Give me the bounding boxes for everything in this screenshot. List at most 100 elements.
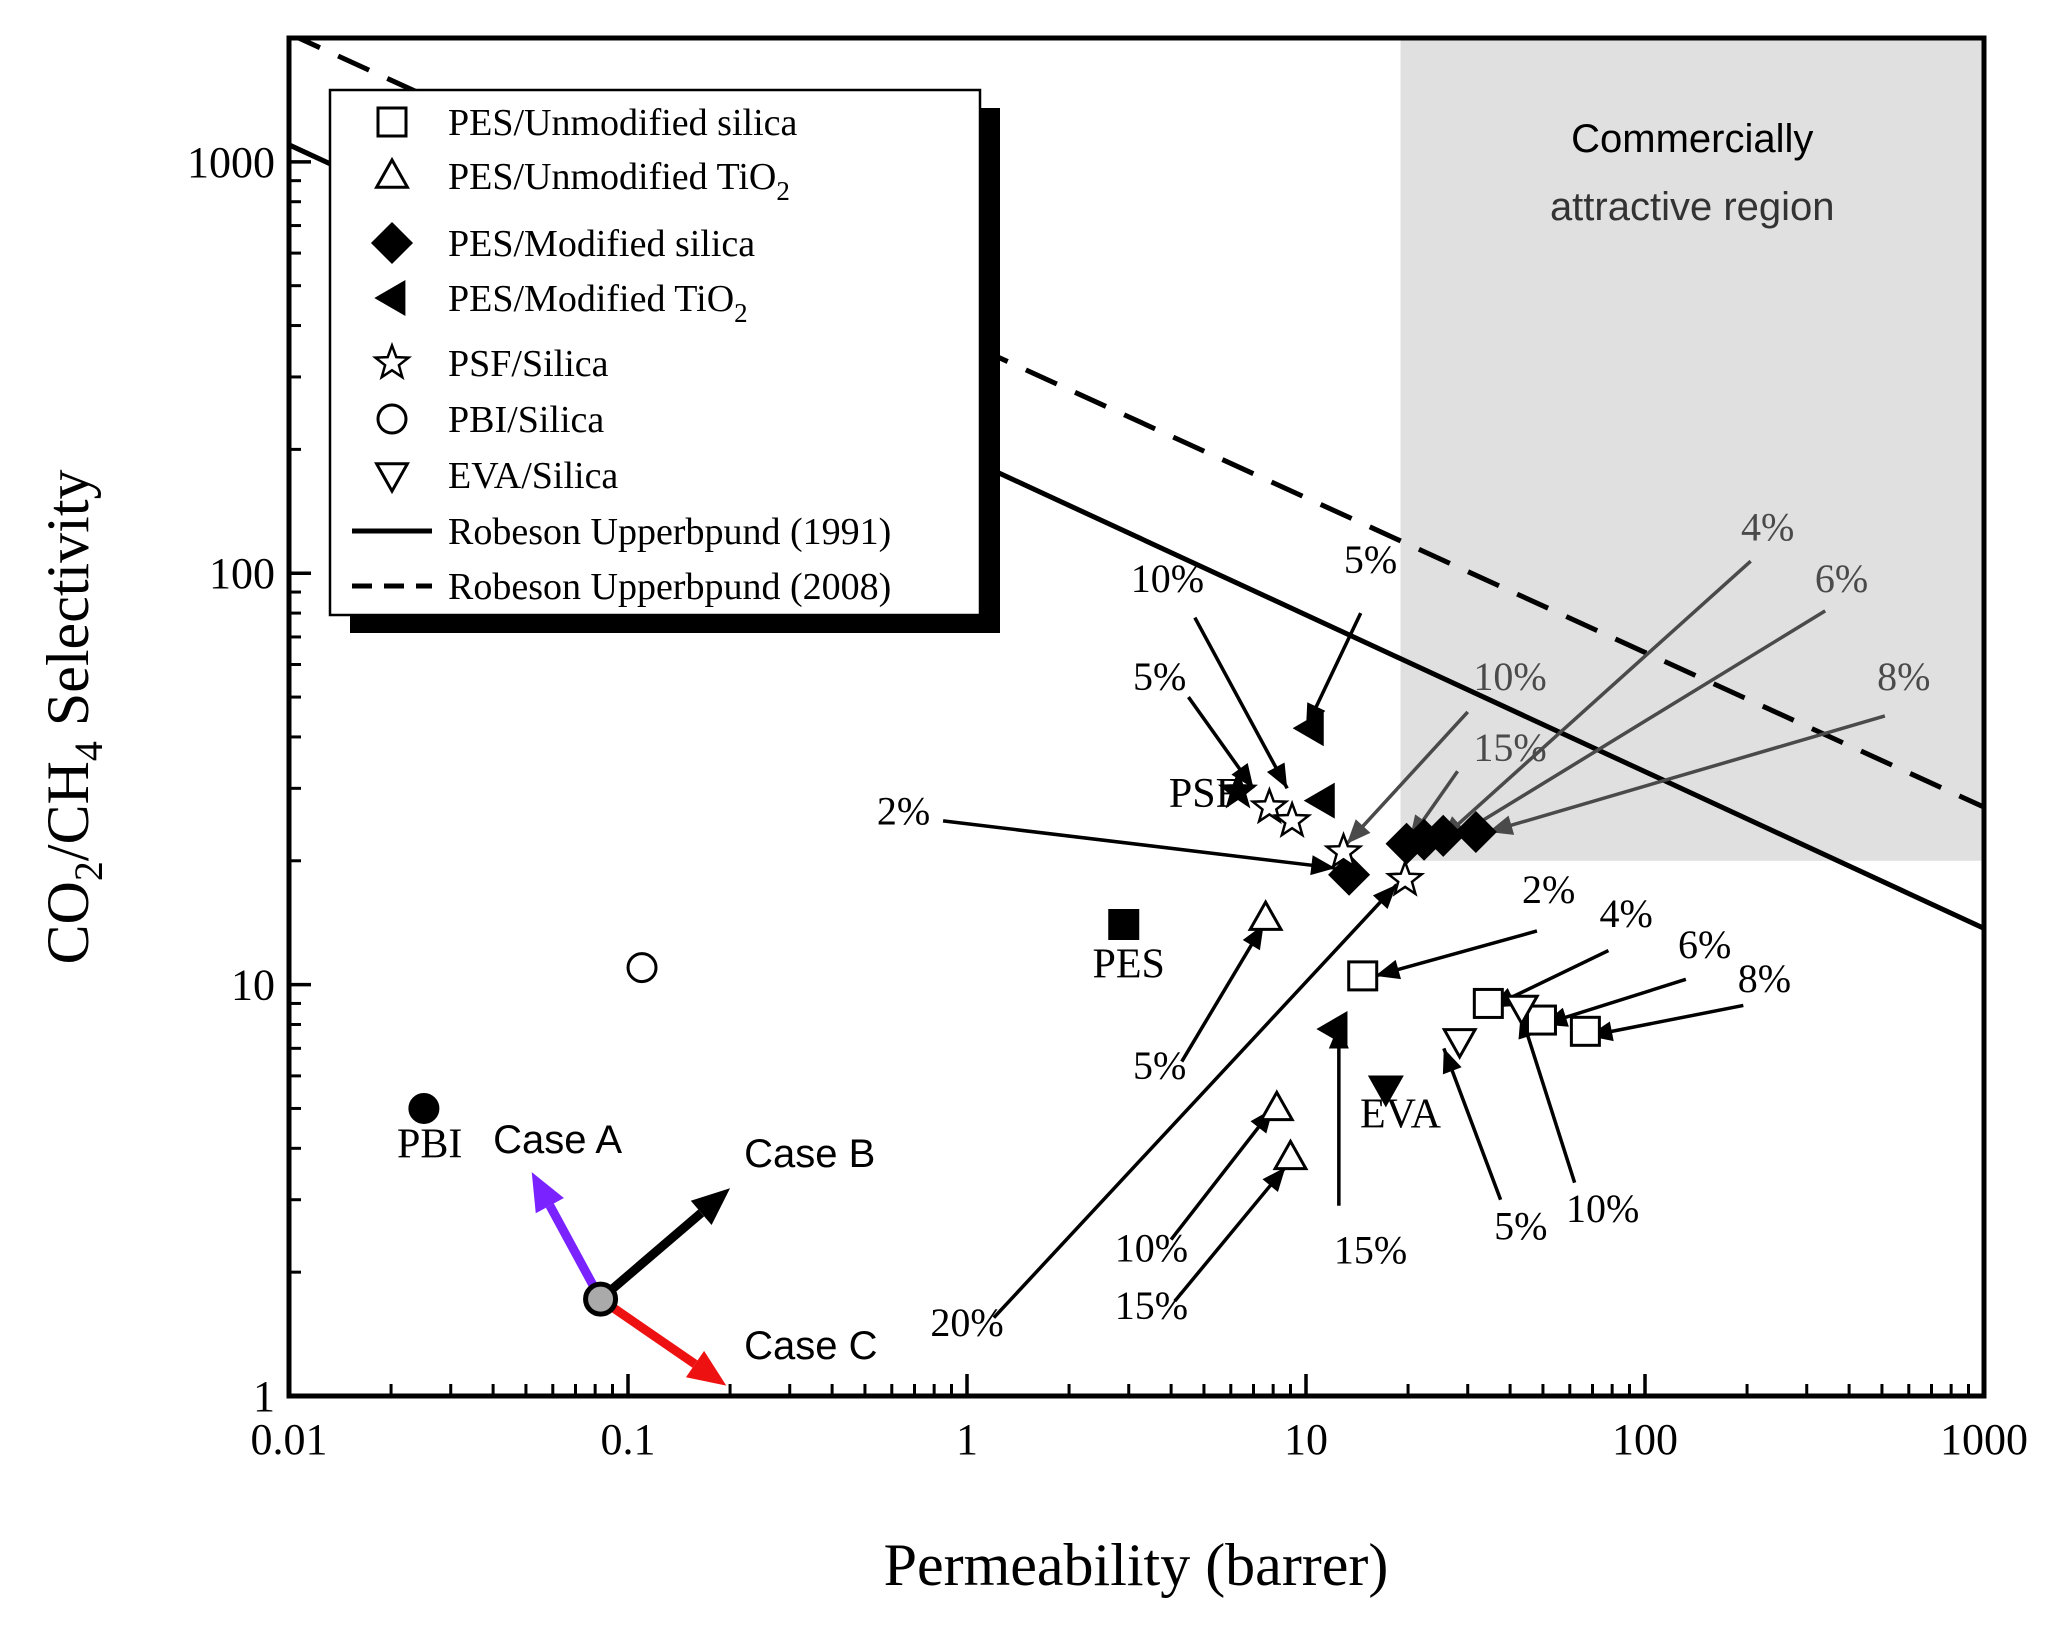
point-pes-modified-tio2-14 (1316, 1011, 1348, 1048)
x-tick-label: 10 (1284, 1415, 1328, 1464)
annotation-label-19: 8% (1877, 654, 1930, 699)
case-c-arrow (598, 1295, 698, 1368)
annotation-arrow-4 (1180, 923, 1266, 1063)
case-b-arrow-head (690, 1188, 731, 1226)
annotation-arrow-5 (992, 883, 1398, 1319)
annotation-label-11: 2% (1522, 867, 1575, 912)
point-pes-modified-silica-10 (1422, 814, 1465, 857)
y-axis-label: CO2/CH4 Selectivity (35, 469, 111, 964)
legend-marker-pes-modified-tio (374, 279, 406, 317)
annotation-label-16: 15% (1473, 725, 1546, 770)
annotation-arrow-1 (1193, 616, 1289, 790)
point-psf-silica-15 (1249, 786, 1290, 825)
annotation-label-1: 10% (1131, 556, 1204, 601)
case-c-arrow-label: Case C (744, 1324, 877, 1368)
y-tick-label: 10 (231, 961, 275, 1010)
legend-label-3: PES/Modified TiO2 (448, 278, 748, 328)
annotation-arrowhead-5 (1372, 884, 1397, 910)
point-pes-modified-tio2-13 (1303, 782, 1335, 819)
legend-label-4: PSF/Silica (448, 343, 609, 385)
x-tick-label: 1000 (1940, 1415, 2028, 1464)
material-label-psf: PSF (1169, 771, 1239, 817)
annotation-label-14: 8% (1738, 956, 1791, 1001)
point-psf-silica-17 (1323, 831, 1364, 870)
case-b-arrow (597, 1209, 705, 1303)
annotation-label-2: 5% (1133, 654, 1186, 699)
annotation-label-0: 5% (1344, 537, 1397, 582)
y-tick-label: 1 (253, 1372, 275, 1421)
legend-label-8: Robeson Upperbpund (2008) (448, 566, 891, 608)
material-label-eva: EVA (1360, 1091, 1442, 1137)
annotation-arrow-6 (1169, 1107, 1275, 1241)
annotation-arrowhead-9 (1442, 1048, 1462, 1075)
annotation-label-3: 2% (877, 789, 930, 834)
material-label-pes: PES (1093, 942, 1165, 988)
legend-marker-psf-silica (371, 341, 413, 381)
case-origin-point (583, 1281, 619, 1317)
annotation-arrowhead-15 (1346, 819, 1371, 844)
point-eva-silica-21 (1503, 994, 1540, 1027)
region-label-line2: attractive region (1550, 185, 1835, 229)
case-a-arrow (545, 1203, 605, 1302)
annotation-arrowhead-3 (1310, 855, 1336, 876)
y-tick-label: 100 (209, 549, 275, 598)
annotation-label-8: 15% (1334, 1227, 1407, 1272)
point-eva-25 (1367, 1075, 1404, 1108)
point-pes-unmodified-silica-0 (1347, 960, 1379, 992)
annotation-arrow-3 (942, 819, 1336, 870)
y-tick-label: 1000 (187, 138, 275, 187)
legend-marker-pbi-silica (376, 403, 408, 435)
annotation-arrow-17 (1439, 559, 1752, 842)
legend-label-7: Robeson Upperbpund (1991) (448, 511, 891, 553)
annotation-label-12: 4% (1600, 891, 1653, 936)
annotation-arrowhead-1 (1266, 762, 1288, 789)
point-pes-modified-silica-7 (1328, 853, 1371, 896)
y-label-sub-2: 2 (66, 861, 111, 881)
legend: PES/Unmodified silica PES/Unmodified TiO2… (328, 88, 1000, 633)
point-pes-22 (1108, 908, 1140, 940)
annotation-arrow-7 (1173, 1166, 1287, 1303)
point-psf-silica-18 (1384, 858, 1426, 897)
legend-marker-pes-unmodified-tio (374, 156, 410, 189)
annotation-arrow-11 (1374, 929, 1538, 978)
case-c-arrow-head (685, 1350, 727, 1386)
x-tick-label: 0.1 (601, 1415, 656, 1464)
point-pes-unmodified-silica-3 (1569, 1015, 1601, 1047)
plot-frame (286, 35, 1987, 1399)
annotation-arrow-18 (1456, 609, 1827, 838)
material-label-pbi: PBI (397, 1121, 462, 1167)
annotation-arrowhead-2 (1231, 762, 1254, 789)
annotation-arrow-10 (1519, 1013, 1577, 1184)
annotation-arrowhead-11 (1375, 959, 1401, 980)
annotation-label-10: 10% (1566, 1186, 1639, 1231)
annotation-label-17: 4% (1741, 505, 1794, 550)
point-pbi-silica-19 (626, 952, 658, 984)
annotation-arrow-15 (1345, 710, 1470, 845)
annotation-label-6: 10% (1115, 1226, 1188, 1271)
point-pes-unmodified-silica-1 (1472, 987, 1504, 1019)
annotation-arrow-9 (1442, 1047, 1503, 1201)
point-pbi-24 (408, 1092, 440, 1124)
point-eva-silica-20 (1441, 1028, 1478, 1060)
annotation-arrowhead-4 (1242, 924, 1264, 951)
legend-box (328, 88, 982, 617)
case-a-arrow-head (531, 1172, 564, 1214)
legend-label-2: PES/Modified silica (448, 223, 755, 265)
annotation-arrow-19 (1487, 714, 1886, 834)
annotation-arrow-13 (1542, 977, 1687, 1027)
case-b-arrow-label: Case B (744, 1132, 875, 1176)
point-psf-silica-16 (1272, 799, 1313, 839)
legend-label-1: PES/Unmodified TiO2 (448, 156, 790, 206)
point-pes-modified-silica-11 (1454, 810, 1497, 853)
legend-label-5: PBI/Silica (448, 399, 604, 441)
annotation-label-5: 20% (930, 1300, 1003, 1345)
point-pes-modified-tio2-12 (1292, 710, 1324, 747)
annotation-label-9: 5% (1494, 1204, 1547, 1249)
y-label-selectivity: Selectivity (35, 469, 101, 741)
legend-marker-pes-modified-silica (370, 221, 414, 265)
annotation-label-15: 10% (1473, 654, 1546, 699)
point-psf-23 (1217, 770, 1259, 809)
annotation-label-18: 6% (1815, 556, 1868, 601)
robeson-2008-line (292, 38, 1984, 810)
